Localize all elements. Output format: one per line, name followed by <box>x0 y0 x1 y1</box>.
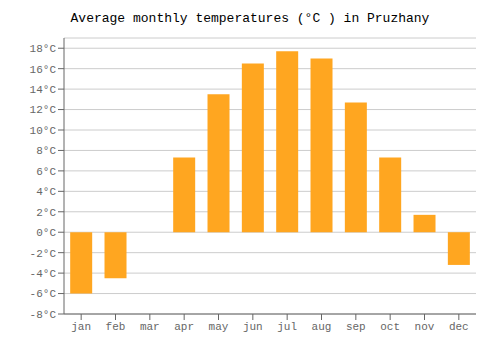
svg-text:10°C: 10°C <box>30 125 57 137</box>
svg-text:jul: jul <box>277 321 297 333</box>
svg-text:-4°C: -4°C <box>30 268 57 280</box>
svg-text:jun: jun <box>243 321 263 333</box>
svg-text:-8°C: -8°C <box>30 309 57 321</box>
svg-text:6°C: 6°C <box>36 166 56 178</box>
svg-text:nov: nov <box>415 321 435 333</box>
svg-text:-6°C: -6°C <box>30 288 57 300</box>
svg-text:jan: jan <box>71 321 91 333</box>
svg-text:14°C: 14°C <box>30 84 57 96</box>
svg-text:oct: oct <box>380 321 400 333</box>
svg-text:dec: dec <box>449 321 469 333</box>
svg-text:18°C: 18°C <box>30 43 57 55</box>
svg-text:apr: apr <box>174 321 194 333</box>
svg-text:-2°C: -2°C <box>30 248 57 260</box>
svg-text:feb: feb <box>106 321 126 333</box>
svg-text:0°C: 0°C <box>36 227 56 239</box>
svg-text:12°C: 12°C <box>30 104 57 116</box>
svg-text:mar: mar <box>140 321 160 333</box>
svg-text:aug: aug <box>312 321 332 333</box>
svg-text:8°C: 8°C <box>36 145 56 157</box>
svg-text:may: may <box>209 321 229 333</box>
svg-text:16°C: 16°C <box>30 64 57 76</box>
svg-text:4°C: 4°C <box>36 186 56 198</box>
svg-text:2°C: 2°C <box>36 207 56 219</box>
html-text:Average monthly temperatures (: Average monthly temperatures (°C ) in Pr… <box>70 11 430 26</box>
svg-text:sep: sep <box>346 321 366 333</box>
